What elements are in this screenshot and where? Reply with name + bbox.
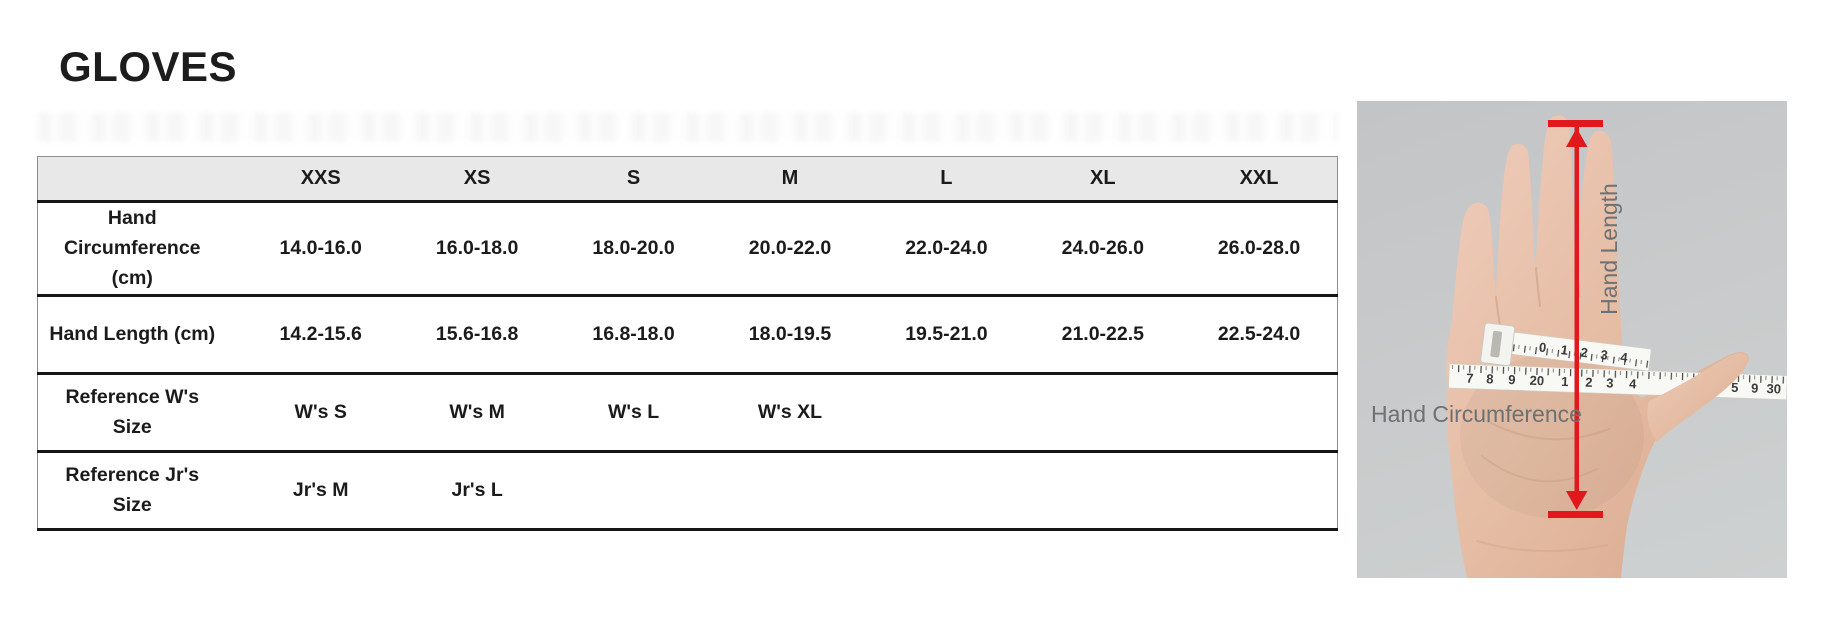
row-label: Reference W's Size	[37, 373, 243, 453]
table-cell: 18.0-19.5	[711, 295, 869, 375]
table-row-reference-jrs-size: Reference Jr's Size Jr's M Jr's L	[37, 451, 1338, 531]
page-title: GLOVES	[59, 43, 238, 90]
table-cell: 16.0-18.0	[398, 201, 556, 297]
row-label: Hand Length (cm)	[37, 295, 243, 375]
table-cell: 20.0-22.0	[711, 201, 869, 297]
table-cell	[868, 451, 1025, 531]
table-cell: 24.0-26.0	[1024, 201, 1182, 297]
header-cell-xxs: XXS	[242, 156, 399, 203]
table-cell: W's L	[555, 373, 712, 453]
table-cell: 21.0-22.5	[1024, 295, 1182, 375]
header-cell-m: M	[711, 156, 869, 203]
table-cell: W's S	[242, 373, 399, 453]
size-header-row: XXS XS S M L XL XXL	[37, 156, 1338, 203]
table-cell	[1181, 373, 1338, 453]
table-cell: 22.0-24.0	[868, 201, 1025, 297]
table-cell: Jr's M	[242, 451, 399, 531]
table-cell: 22.5-24.0	[1181, 295, 1338, 375]
table-cell: 15.6-16.8	[398, 295, 556, 375]
header-cell-xs: XS	[398, 156, 556, 203]
tape-number: 1	[1560, 342, 1569, 358]
header-cell-blank	[37, 156, 243, 203]
table-cell: 14.2-15.6	[242, 295, 399, 375]
table-row-hand-length: Hand Length (cm) 14.2-15.6 15.6-16.8 16.…	[37, 295, 1338, 375]
tape-number: 30	[1766, 381, 1781, 396]
tape-number: 2	[1585, 375, 1593, 390]
table-cell	[1024, 451, 1182, 531]
tape-number: 5	[1731, 380, 1739, 395]
tape-number: 3	[1606, 375, 1614, 390]
table-cell: 16.8-18.0	[555, 295, 712, 375]
tape-number: 3	[1600, 347, 1609, 363]
table-cell: 18.0-20.0	[555, 201, 712, 297]
tape-number: 4	[1629, 376, 1638, 391]
table-cell	[1024, 373, 1182, 453]
table-cell	[555, 451, 712, 531]
header-cell-xxl: XXL	[1181, 156, 1338, 203]
hand-measurement-photo: 7 8 9 20 1 2 3 4 5 9 30 0 1 2	[1357, 101, 1787, 578]
tape-number: 7	[1466, 371, 1474, 386]
table-cell	[868, 373, 1025, 453]
row-label: Reference Jr's Size	[37, 451, 243, 531]
tape-number: 2	[1580, 345, 1589, 361]
tape-number: 4	[1620, 349, 1630, 365]
size-chart-table: XXS XS S M L XL XXL Hand Circumference (…	[37, 156, 1338, 531]
table-cell: Jr's L	[398, 451, 556, 531]
ghost-text-band	[38, 112, 1338, 142]
thumb-overlay	[1647, 353, 1749, 442]
hand-length-label: Hand Length	[1596, 183, 1622, 315]
header-cell-s: S	[555, 156, 712, 203]
header-cell-l: L	[868, 156, 1025, 203]
row-label: Hand Circumference (cm)	[37, 201, 243, 297]
tape-number: 8	[1486, 371, 1494, 386]
table-row-hand-circumference: Hand Circumference (cm) 14.0-16.0 16.0-1…	[37, 201, 1338, 297]
table-cell: 14.0-16.0	[242, 201, 399, 297]
table-cell: 26.0-28.0	[1181, 201, 1338, 297]
table-cell	[1181, 451, 1338, 531]
tape-number: 9	[1508, 372, 1516, 387]
table-cell	[711, 451, 869, 531]
tape-number: 20	[1529, 373, 1544, 388]
hand-length-arrow	[1548, 120, 1603, 518]
tape-number: 0	[1538, 339, 1547, 355]
table-cell: 19.5-21.0	[868, 295, 1025, 375]
hand-measurement-diagram: 7 8 9 20 1 2 3 4 5 9 30 0 1 2	[1371, 115, 1787, 578]
header-cell-xl: XL	[1024, 156, 1182, 203]
measuring-tape-tail: 0 1 2 3 4	[1480, 322, 1652, 372]
table-cell: W's XL	[711, 373, 869, 453]
hand-circumference-label: Hand Circumference	[1371, 401, 1582, 427]
tape-number: 1	[1561, 374, 1569, 389]
table-row-reference-ws-size: Reference W's Size W's S W's M W's L W's…	[37, 373, 1338, 453]
tape-number: 9	[1751, 380, 1759, 395]
table-cell: W's M	[398, 373, 556, 453]
